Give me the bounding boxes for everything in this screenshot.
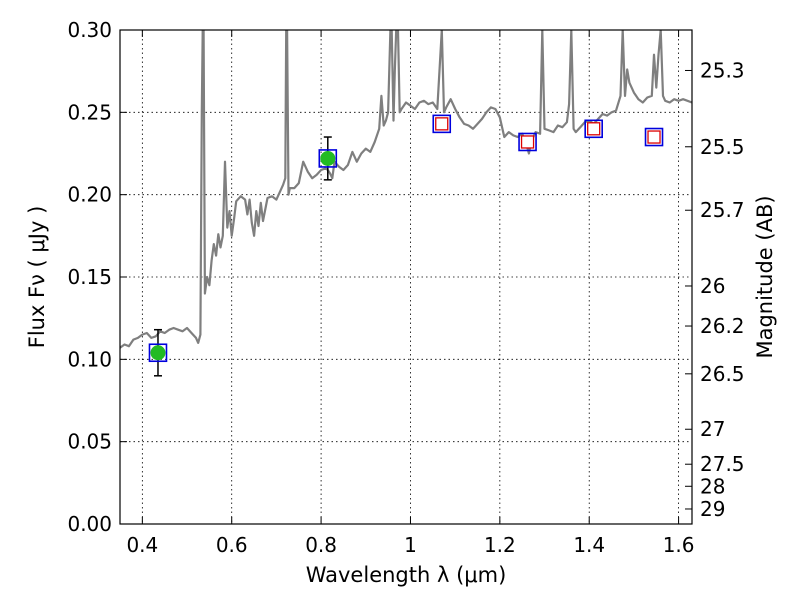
x-axis-label: Wavelength λ (μm) — [306, 563, 507, 587]
ticks — [120, 29, 692, 525]
marker-layer — [148, 114, 664, 377]
upper-limit-square — [587, 122, 601, 136]
grid — [120, 30, 692, 524]
upper-limit-square — [647, 130, 661, 144]
model-square — [432, 114, 452, 134]
y2-axis-label: Magnitude (AB) — [753, 195, 777, 358]
model-square — [584, 119, 603, 139]
y2-tick-label: 28 — [700, 474, 725, 498]
x-tick-label: 0.4 — [126, 533, 158, 557]
y-tick-label: 0.30 — [67, 18, 112, 42]
y-axis-label: Flux Fν ( μJy ) — [25, 206, 49, 349]
y-tick-label: 0.15 — [67, 265, 112, 289]
model-square — [318, 149, 338, 168]
y2-tick-label: 26 — [700, 274, 725, 298]
upper-limit-square — [520, 135, 535, 149]
y-tick-label: 0.20 — [67, 183, 112, 207]
x-tick-label: 1.2 — [484, 533, 516, 557]
x-tick-label: 1.6 — [663, 533, 695, 557]
model-square — [644, 127, 664, 147]
x-tick-label: 0.8 — [305, 533, 337, 557]
model-square — [518, 132, 537, 152]
y2-tick-label: 26.2 — [700, 314, 745, 338]
y-tick-label: 0.05 — [67, 430, 112, 454]
spectrum-line — [120, 30, 692, 349]
y-tick-label: 0.10 — [67, 347, 112, 371]
y2-tick-label: 25.7 — [700, 198, 745, 222]
upper-limit-square — [435, 117, 449, 131]
y2-tick-label: 25.5 — [700, 135, 745, 159]
x-tick-label: 0.6 — [216, 533, 248, 557]
y-tick-label: 0.00 — [67, 512, 112, 536]
y2-tick-label: 27.5 — [700, 452, 745, 476]
y-tick-label: 0.25 — [67, 100, 112, 124]
model-square — [148, 343, 168, 363]
data-layer — [120, 30, 692, 349]
y2-tick-label: 26.5 — [700, 362, 745, 386]
y2-tick-label: 27 — [700, 417, 725, 441]
y2-tick-label: 25.3 — [700, 58, 745, 82]
tick-labels: 0.4 0.6 0.8 1 1.2 1.4 1.6 0.00 0.05 0.10 0.15 0.20 0… — [67, 18, 744, 557]
x-tick-label: 1 — [404, 533, 417, 557]
observed-point — [320, 150, 336, 166]
observed-point — [150, 345, 166, 361]
y2-tick-label: 29 — [700, 497, 725, 521]
x-tick-label: 1.4 — [573, 533, 605, 557]
